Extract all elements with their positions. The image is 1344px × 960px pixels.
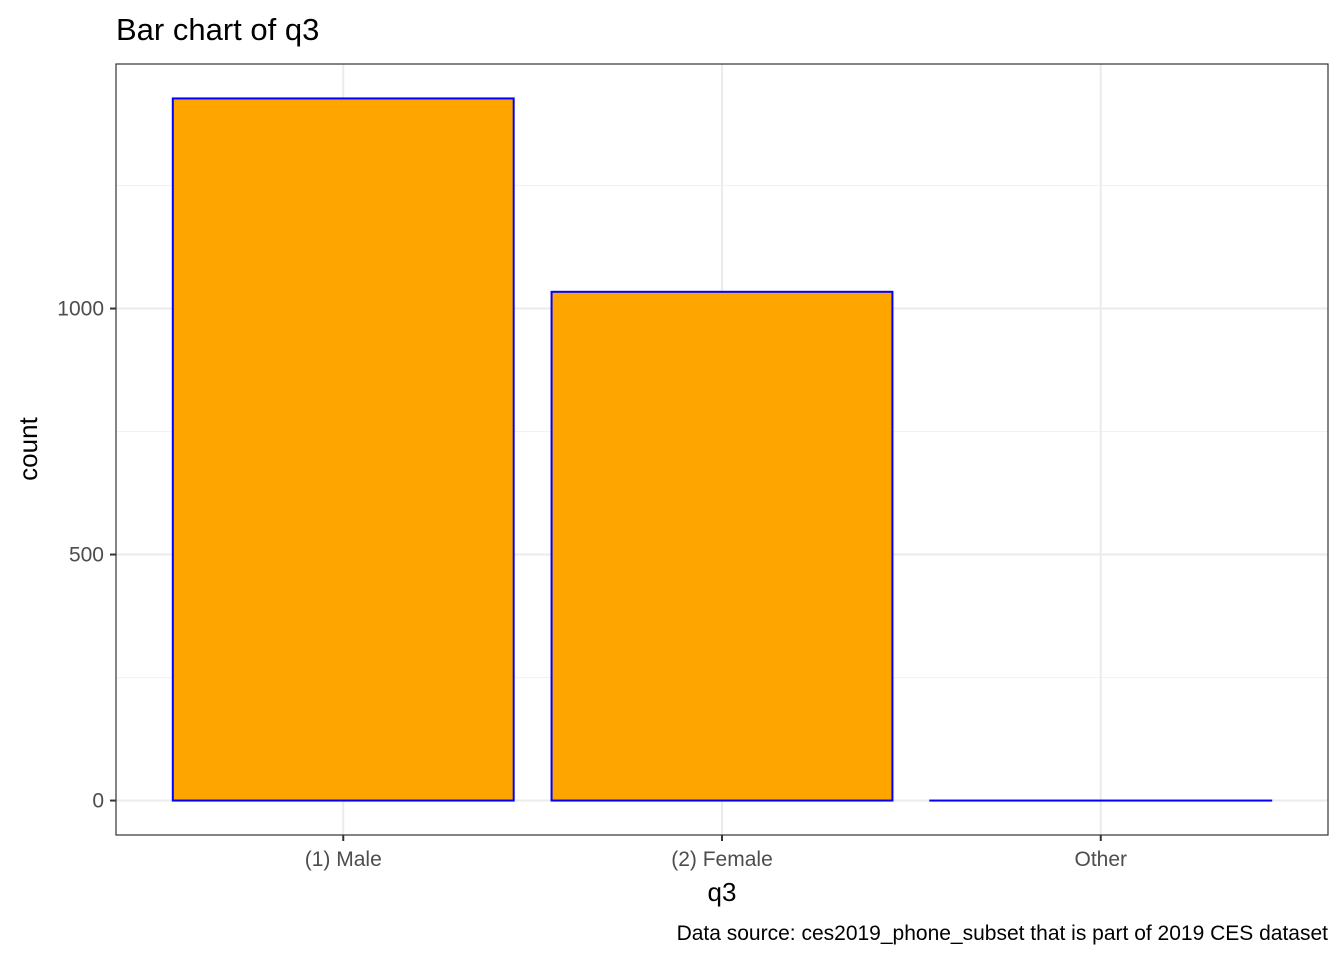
x-axis-title: q3 [708, 877, 737, 907]
y-axis-title: count [13, 416, 43, 480]
x-tick-label: (1) Male [305, 848, 382, 871]
bars-group [171, 97, 1273, 802]
bar [550, 290, 894, 802]
x-axis: (1) Male (2) Female Other [305, 835, 1127, 871]
chart-title: Bar chart of q3 [116, 12, 319, 47]
x-tick-label: (2) Female [671, 848, 773, 871]
y-tick-label: 0 [92, 790, 104, 813]
y-tick-label: 500 [69, 544, 104, 567]
y-axis: 0 500 1000 [57, 298, 116, 813]
y-tick-label: 1000 [57, 298, 104, 321]
x-tick-label: Other [1074, 848, 1127, 871]
bar [171, 97, 515, 802]
chart-caption: Data source: ces2019_phone_subset that i… [677, 922, 1329, 945]
